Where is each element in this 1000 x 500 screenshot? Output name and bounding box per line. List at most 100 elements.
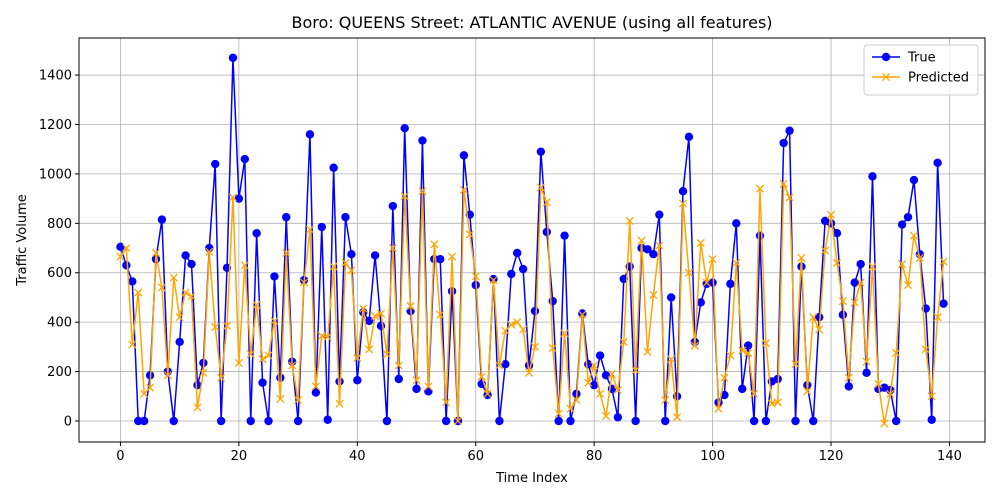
y-tick-label: 400 xyxy=(47,316,72,331)
data-point-predicted xyxy=(536,183,545,192)
data-point-predicted xyxy=(584,378,593,387)
data-point-predicted xyxy=(519,325,528,334)
data-point-predicted xyxy=(613,386,622,395)
data-point-predicted xyxy=(246,350,255,359)
data-point-true xyxy=(518,264,528,274)
y-tick-label: 800 xyxy=(47,217,72,232)
data-point-predicted xyxy=(744,348,753,358)
legend-marker xyxy=(881,72,891,82)
data-point-true xyxy=(169,416,178,426)
series-predicted xyxy=(116,179,948,428)
data-point-predicted xyxy=(175,313,184,322)
legend-items: True Predicted xyxy=(872,51,969,86)
data-point-predicted xyxy=(447,252,457,261)
data-point-predicted xyxy=(560,329,569,338)
data-point-predicted xyxy=(838,297,847,306)
data-point-true xyxy=(779,138,788,148)
data-point-true xyxy=(157,215,167,224)
data-point-predicted xyxy=(406,302,415,311)
data-point-predicted xyxy=(785,193,794,202)
data-point-true xyxy=(181,251,190,260)
data-point-true xyxy=(619,274,628,284)
data-point-true xyxy=(370,251,380,260)
data-point-true xyxy=(246,416,255,426)
data-point-predicted xyxy=(690,341,699,350)
data-point-true xyxy=(193,380,202,390)
series-layer xyxy=(116,53,948,428)
data-point-predicted xyxy=(205,247,214,256)
data-point-true xyxy=(666,293,676,302)
x-tick-label: 120 xyxy=(819,449,844,464)
data-point-predicted xyxy=(459,185,468,195)
data-point-predicted xyxy=(548,344,557,353)
data-point-predicted xyxy=(868,262,877,271)
data-point-true xyxy=(264,416,273,426)
data-point-predicted xyxy=(376,309,386,318)
data-point-true xyxy=(678,186,688,196)
data-point-predicted xyxy=(157,283,166,292)
data-point-true xyxy=(305,130,315,139)
data-point-predicted xyxy=(898,260,907,269)
data-point-true xyxy=(578,309,587,318)
data-point-predicted xyxy=(850,298,859,307)
data-point-true xyxy=(116,242,125,251)
data-point-true xyxy=(424,387,433,396)
data-point-predicted xyxy=(921,345,930,354)
data-point-predicted xyxy=(151,248,161,258)
data-point-true xyxy=(394,374,403,384)
data-point-predicted xyxy=(252,300,261,309)
data-point-true xyxy=(501,359,510,369)
data-point-predicted xyxy=(181,288,190,297)
data-point-predicted xyxy=(738,346,747,355)
data-point-predicted xyxy=(193,403,202,412)
data-point-true xyxy=(459,151,469,160)
legend-label: True xyxy=(907,51,936,66)
series-line-predicted xyxy=(119,183,945,425)
y-tick-label: 200 xyxy=(47,365,72,380)
data-point-predicted xyxy=(140,389,149,398)
x-tick-label: 0 xyxy=(116,449,124,464)
data-point-predicted xyxy=(619,337,628,346)
data-point-predicted xyxy=(134,288,143,297)
data-point-predicted xyxy=(542,198,551,207)
data-point-predicted xyxy=(341,258,350,267)
data-point-predicted xyxy=(169,273,178,282)
data-point-predicted xyxy=(749,389,759,398)
data-point-predicted xyxy=(116,252,125,261)
data-point-predicted xyxy=(862,357,871,366)
data-point-true xyxy=(891,416,901,426)
x-tick-label: 80 xyxy=(586,449,603,464)
x-tick-label: 100 xyxy=(700,449,725,464)
data-point-predicted xyxy=(477,372,486,381)
data-point-true xyxy=(139,416,149,426)
data-point-true xyxy=(489,274,498,284)
data-point-true xyxy=(856,259,865,269)
data-point-true xyxy=(282,212,291,222)
data-point-true xyxy=(536,147,546,156)
data-point-predicted xyxy=(826,210,836,219)
data-point-predicted xyxy=(495,361,504,370)
data-point-predicted xyxy=(359,304,368,313)
x-tick-label: 20 xyxy=(231,449,248,464)
data-point-predicted xyxy=(442,398,451,407)
data-point-true xyxy=(927,415,936,424)
chart-title: Boro: QUEENS Street: ATLANTIC AVENUE (us… xyxy=(291,13,772,32)
x-tick-label: 40 xyxy=(349,449,366,464)
data-point-true xyxy=(347,250,356,259)
data-point-true xyxy=(317,222,326,232)
data-point-predicted xyxy=(637,236,646,245)
data-point-predicted xyxy=(412,376,421,385)
data-point-true xyxy=(814,313,824,322)
data-point-true xyxy=(311,388,321,397)
data-point-true xyxy=(122,261,131,270)
data-point-true xyxy=(649,250,658,259)
data-point-predicted xyxy=(755,184,765,193)
data-point-true xyxy=(483,390,492,400)
data-point-predicted xyxy=(720,373,729,382)
data-point-predicted xyxy=(507,320,516,329)
data-point-predicted xyxy=(607,369,617,379)
x-tick-label: 140 xyxy=(937,449,962,464)
data-point-true xyxy=(353,376,362,385)
data-point-true xyxy=(542,227,552,237)
data-point-predicted xyxy=(418,187,427,196)
